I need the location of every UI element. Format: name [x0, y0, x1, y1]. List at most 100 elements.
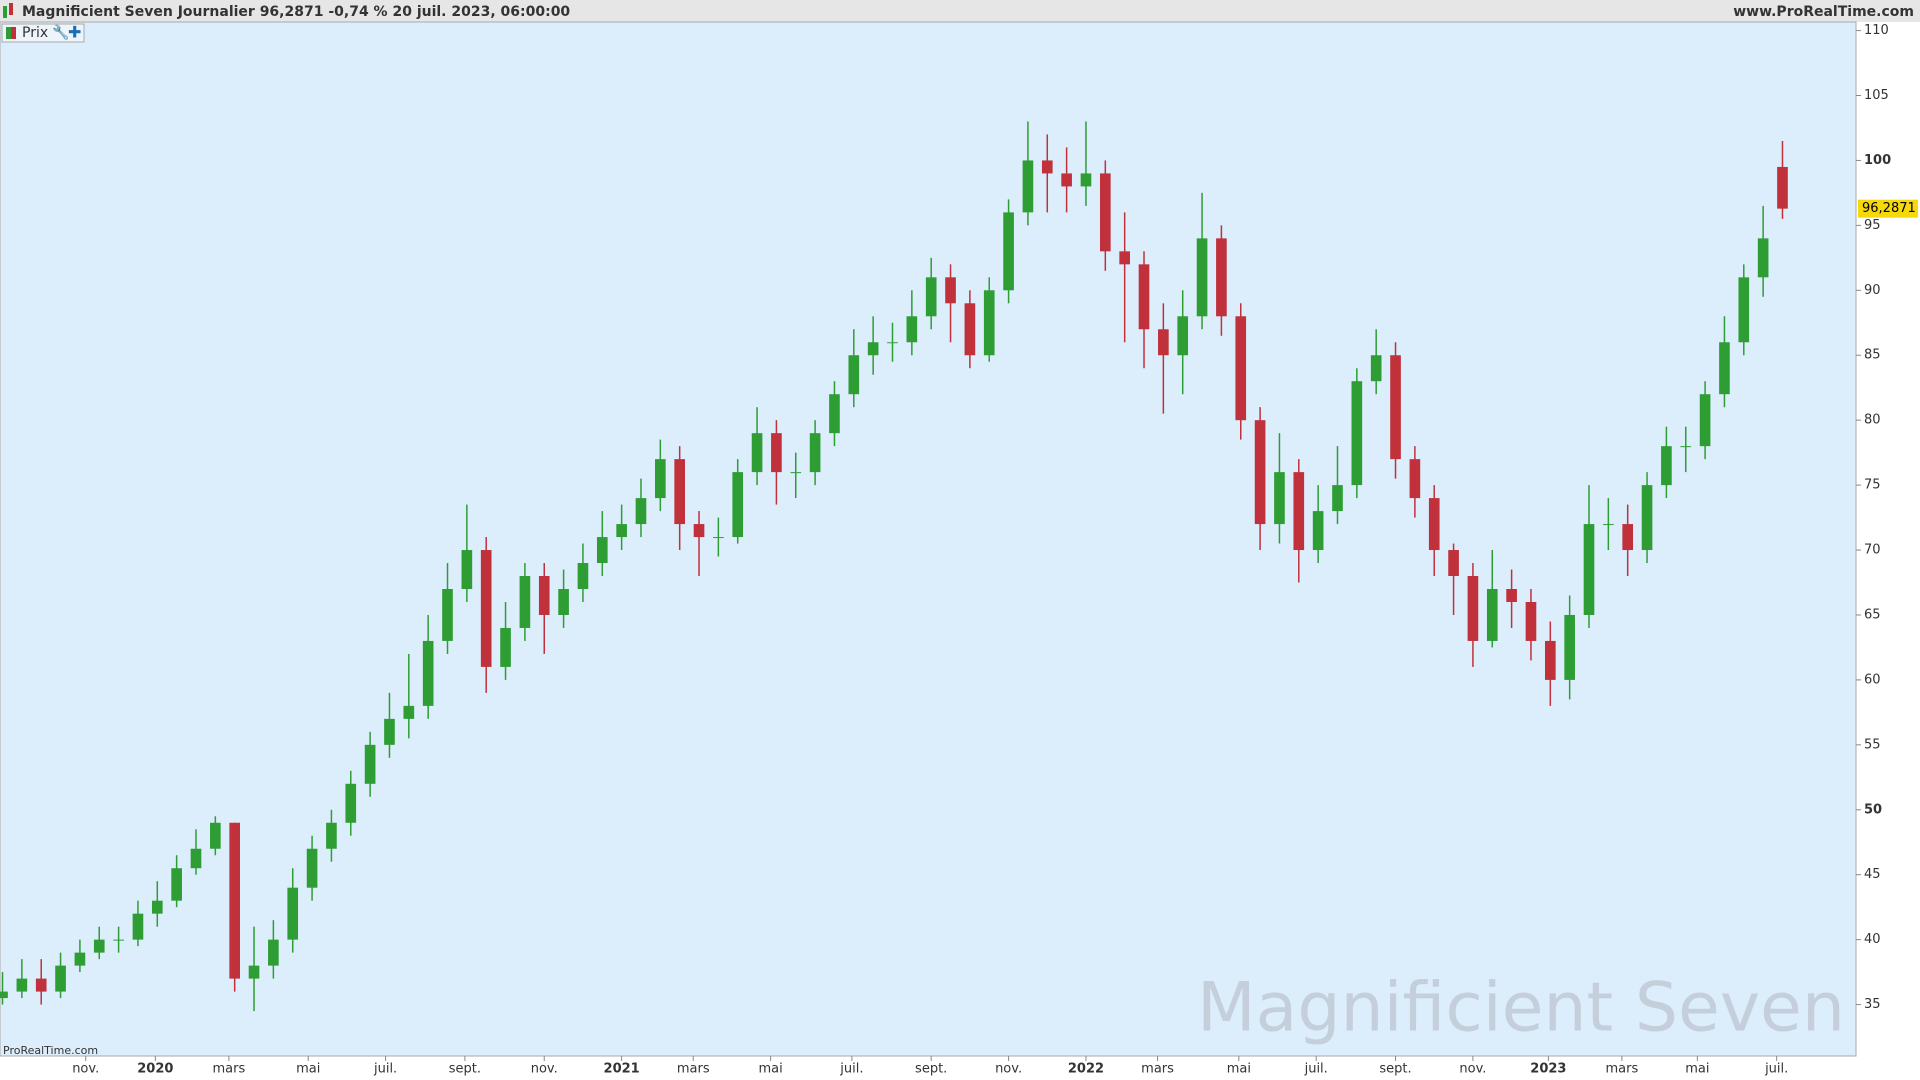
candle-body: [1370, 355, 1382, 382]
candle-body: [132, 913, 144, 940]
candle-body: [1661, 446, 1672, 486]
candle-body: [1196, 238, 1208, 317]
x-tick-label: 2023: [1530, 1062, 1566, 1077]
add-icon[interactable]: ✚: [68, 23, 81, 42]
candle-body: [1719, 342, 1730, 395]
candle-body: [887, 342, 898, 344]
candle-body: [1061, 173, 1072, 187]
candle-body: [519, 576, 531, 628]
candle-body: [326, 822, 337, 849]
y-tick-label: 105: [1864, 88, 1889, 103]
candle-body: [113, 939, 124, 941]
candle-body: [790, 472, 802, 474]
candle-body: [480, 550, 492, 667]
x-tick-label: juil.: [1304, 1062, 1328, 1077]
candle-body: [1583, 524, 1595, 615]
y-tick-label: 100: [1864, 153, 1891, 168]
candle-body: [500, 627, 511, 667]
candle-body: [1177, 316, 1189, 356]
x-tick-label: nov.: [531, 1062, 558, 1077]
candle-body: [732, 472, 744, 538]
x-tick-label: nov.: [995, 1062, 1022, 1077]
site-link[interactable]: www.ProRealTime.com: [1733, 4, 1914, 20]
candle-body: [713, 537, 724, 539]
candle-body: [1622, 524, 1634, 551]
candle-body: [1235, 316, 1247, 421]
candle-body: [751, 433, 763, 473]
indicator-label[interactable]: Prix: [22, 25, 48, 41]
x-tick-label: sept.: [915, 1062, 947, 1077]
candle-body: [16, 978, 28, 992]
candle-body: [1158, 329, 1169, 356]
candle-body: [1080, 173, 1092, 187]
candle-body: [577, 563, 589, 589]
candle-body: [403, 705, 415, 719]
y-tick-label: 35: [1864, 997, 1881, 1012]
plot-area: [0, 21, 1857, 1057]
x-tick-label: 2020: [137, 1062, 173, 1077]
candle-body: [93, 939, 105, 953]
candle-body: [229, 822, 241, 979]
x-tick-label: juil.: [839, 1062, 863, 1077]
candle-body: [848, 355, 860, 395]
candle-body: [210, 822, 221, 849]
x-tick-label: mai: [758, 1062, 782, 1077]
candle-body: [964, 303, 976, 356]
candle-body: [1486, 588, 1498, 641]
icon: [9, 3, 13, 15]
candle-body: [1003, 212, 1014, 291]
candle-body: [1448, 550, 1459, 577]
candle-body: [693, 524, 705, 538]
candle-body: [306, 848, 318, 888]
candle-body: [190, 848, 202, 869]
x-tick-label: 2021: [604, 1062, 640, 1077]
x-tick-label: juil.: [1764, 1062, 1788, 1077]
icon: [11, 27, 16, 39]
candle-body: [1467, 576, 1479, 641]
x-tick-label: sept.: [1379, 1062, 1411, 1077]
candle-body: [1428, 498, 1440, 551]
candle-body: [1390, 355, 1401, 460]
settings-icon[interactable]: 🔧: [52, 23, 69, 41]
x-tick-label: mars: [1606, 1062, 1639, 1077]
candle-body: [422, 640, 434, 706]
candle-body: [1603, 524, 1614, 526]
candle-body: [809, 433, 821, 473]
candle-body: [771, 433, 782, 473]
candle-body: [655, 459, 666, 499]
candle-body: [1099, 173, 1111, 252]
candle-body: [268, 939, 279, 966]
candle-body: [1216, 238, 1227, 317]
y-tick-label: 45: [1864, 867, 1881, 882]
candle-body: [1022, 160, 1034, 213]
candle-body: [616, 524, 627, 538]
candle-body: [596, 537, 608, 564]
candle-body: [0, 991, 8, 999]
candle-body: [867, 342, 879, 356]
candle-body: [983, 290, 995, 356]
x-tick-label: mars: [677, 1062, 710, 1077]
candle-body: [925, 277, 937, 317]
candle-body: [674, 459, 685, 525]
last-price-box: [1858, 199, 1918, 218]
candle-body: [384, 718, 395, 745]
candle-body: [1332, 485, 1343, 512]
y-tick-label: 55: [1864, 737, 1881, 752]
candle-body: [345, 783, 357, 823]
candle-body: [635, 498, 647, 525]
y-tick-label: 75: [1864, 478, 1881, 493]
candle-body: [1254, 420, 1266, 525]
y-tick-label: 65: [1864, 607, 1881, 622]
y-tick-label: 80: [1864, 413, 1881, 428]
x-tick-label: mars: [213, 1062, 246, 1077]
candle-body: [1274, 472, 1285, 525]
candle-body: [558, 588, 569, 615]
x-tick-label: mars: [1141, 1062, 1174, 1077]
x-tick-label: mai: [1227, 1062, 1251, 1077]
indicator-tab[interactable]: [1, 23, 85, 43]
footer-label: ProRealTime.com: [3, 1044, 98, 1057]
candle-body: [1293, 472, 1305, 551]
icon: [6, 27, 11, 39]
